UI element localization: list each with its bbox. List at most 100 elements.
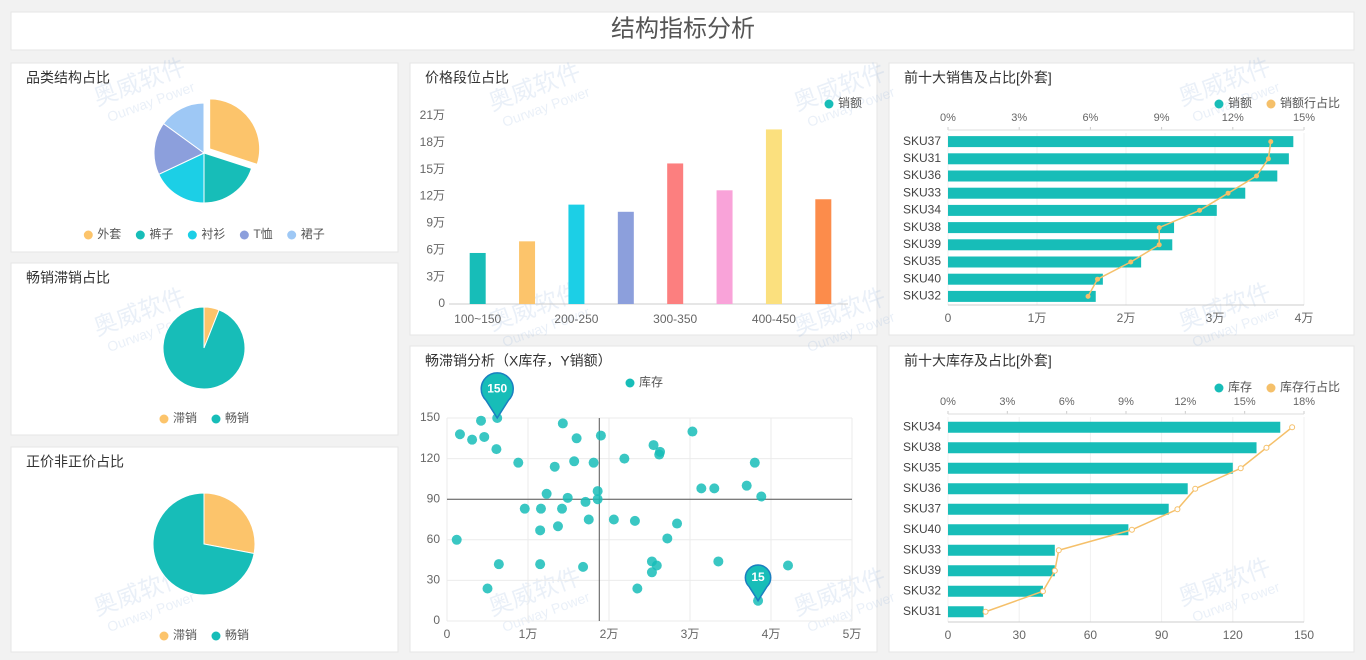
bar xyxy=(765,129,782,304)
y-tick-label: 3万 xyxy=(426,269,445,283)
line-marker xyxy=(1237,465,1244,472)
mark-pin: 150 xyxy=(480,372,514,420)
legend-label: 裤子 xyxy=(149,227,173,241)
x2-tick-label: 6% xyxy=(1082,112,1098,124)
line-marker xyxy=(1039,588,1046,595)
x-tick-label: 0 xyxy=(945,311,952,325)
point xyxy=(648,440,659,451)
y-tick-label: 18万 xyxy=(420,135,445,149)
x2-tick-label: 0% xyxy=(940,112,956,124)
bar xyxy=(948,170,1278,182)
pie-slice xyxy=(158,152,205,204)
y-tick-label: SKU31 xyxy=(903,151,941,165)
point xyxy=(491,444,502,455)
point xyxy=(583,514,594,525)
bar xyxy=(948,442,1257,454)
line-marker xyxy=(1192,485,1199,492)
line xyxy=(985,426,1293,613)
bar xyxy=(568,204,585,304)
line-marker xyxy=(1055,547,1062,554)
point xyxy=(672,518,683,529)
legend-label: T恤 xyxy=(253,227,272,241)
x2-tick-label: 0% xyxy=(940,396,956,408)
line-marker xyxy=(1268,139,1274,145)
bar xyxy=(948,256,1142,268)
x-tick-label: 5万 xyxy=(843,627,862,641)
point xyxy=(619,453,630,464)
legend-marker xyxy=(211,414,221,424)
pie-slice xyxy=(209,98,261,165)
point xyxy=(535,559,546,570)
y-tick-label: SKU40 xyxy=(903,522,941,536)
point xyxy=(592,494,603,505)
y-tick-label: SKU36 xyxy=(903,168,941,182)
bar xyxy=(948,565,1055,577)
x-tick-label: 300-350 xyxy=(653,312,697,326)
legend-label: 衬衫 xyxy=(201,227,225,241)
point xyxy=(629,515,640,526)
line-marker xyxy=(1197,207,1203,213)
legend-marker xyxy=(83,230,93,240)
x-tick-label: 30 xyxy=(1013,628,1027,642)
point xyxy=(592,486,603,497)
bar xyxy=(815,199,832,304)
mark-pin-shape xyxy=(480,372,514,420)
y-tick-label: SKU34 xyxy=(903,419,941,433)
line-marker xyxy=(1051,567,1058,574)
bar xyxy=(948,606,984,618)
point xyxy=(655,446,666,457)
bar xyxy=(948,273,1103,285)
y-tick-label: SKU31 xyxy=(903,604,941,618)
bar xyxy=(667,163,684,304)
x-tick-label: 3万 xyxy=(1206,311,1225,325)
y-tick-label: SKU32 xyxy=(903,289,941,303)
mark-pin-label: 15 xyxy=(751,570,765,584)
point xyxy=(595,430,606,441)
line-marker xyxy=(1085,293,1091,299)
x2-tick-label: 3% xyxy=(999,396,1015,408)
x-tick-label: 120 xyxy=(1223,628,1243,642)
legend-marker xyxy=(1266,99,1276,109)
y-tick-label: 21万 xyxy=(420,108,445,122)
bar xyxy=(716,190,733,304)
legend-marker xyxy=(211,631,221,641)
point xyxy=(588,457,599,468)
x-tick-label: 2万 xyxy=(1117,311,1136,325)
line-marker xyxy=(1095,276,1101,282)
y-tick-label: SKU33 xyxy=(903,542,941,556)
pie-slice xyxy=(203,152,253,204)
mark-pin-shape xyxy=(744,564,772,603)
bar xyxy=(948,585,1043,597)
y-tick-label: SKU35 xyxy=(903,254,941,268)
point xyxy=(549,461,560,472)
point xyxy=(476,415,487,426)
y-tick-label: SKU38 xyxy=(903,440,941,454)
point xyxy=(482,583,493,594)
point xyxy=(557,418,568,429)
y-tick-label: 0 xyxy=(438,296,445,310)
x-tick-label: 0 xyxy=(945,628,952,642)
point xyxy=(580,496,591,507)
x-tick-label: 60 xyxy=(1084,628,1098,642)
legend: 销额 xyxy=(824,96,862,110)
legend-label: 滞销 xyxy=(173,628,197,642)
chart-title: 前十大销售及占比[外套] xyxy=(904,70,1052,86)
point xyxy=(696,483,707,494)
bar xyxy=(948,544,1055,556)
bar xyxy=(948,136,1294,148)
bar xyxy=(948,421,1281,433)
legend-marker xyxy=(159,631,169,641)
y-tick-label: SKU32 xyxy=(903,583,941,597)
legend-label: 库存行占比 xyxy=(1280,379,1340,394)
point xyxy=(541,488,552,499)
point xyxy=(632,583,643,594)
legend-marker xyxy=(159,414,169,424)
point xyxy=(741,480,752,491)
legend: 库存 xyxy=(625,374,663,389)
x-tick-label: 200-250 xyxy=(554,312,598,326)
legend-label: 裙子 xyxy=(301,227,325,241)
point xyxy=(519,503,530,514)
line-marker xyxy=(1225,190,1231,196)
bar xyxy=(948,204,1217,216)
legend-marker xyxy=(824,99,834,109)
